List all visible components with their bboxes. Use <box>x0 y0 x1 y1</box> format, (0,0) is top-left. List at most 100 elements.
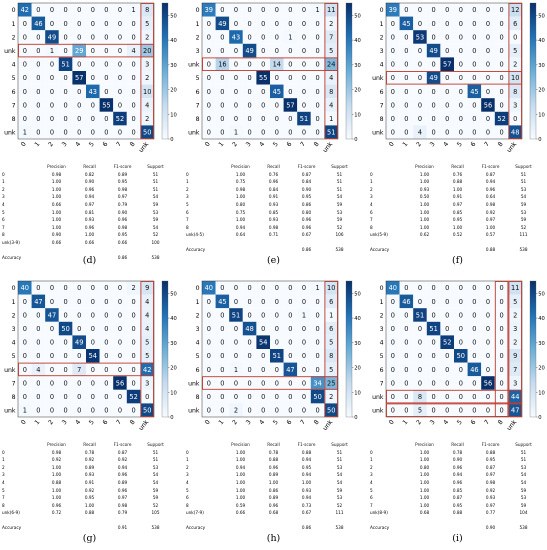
cm-cell <box>86 335 100 349</box>
cm-cell <box>386 98 400 112</box>
cm-cell-value: 0 <box>63 6 67 14</box>
cm-cell-value: 0 <box>131 407 135 415</box>
report-cell: 538 <box>151 524 160 530</box>
cm-cell <box>270 335 284 349</box>
cm-cell-value: 0 <box>36 284 40 292</box>
cm-cell <box>18 111 32 126</box>
cm-cell <box>215 362 230 377</box>
report-row: 3 1.00 0.93 0.96 54 <box>2 471 177 479</box>
cm-cell <box>31 321 46 336</box>
y-tick-label: 5 <box>12 75 16 82</box>
cm-cell-value: 45 <box>470 88 478 96</box>
cm-cell-value: 0 <box>207 298 211 306</box>
cm-cell-value: 0 <box>404 33 408 41</box>
cm-cell <box>454 281 468 295</box>
y-tick-label: 6 <box>380 367 384 374</box>
cm-cell <box>72 389 86 404</box>
x-tick-label: 1 <box>402 419 410 427</box>
report-row: 4 1.00 0.97 0.98 59 <box>370 201 545 209</box>
report-row: 6 1.00 0.85 0.92 53 <box>370 209 545 217</box>
cm-cell-value: 0 <box>275 339 279 347</box>
cm-cell <box>508 71 522 85</box>
report-cell: 0.96 <box>84 186 95 192</box>
report-cell: 0.52 <box>452 232 463 238</box>
cm-cell <box>256 321 270 336</box>
cm-cell <box>229 294 243 309</box>
cm-cell <box>113 98 127 112</box>
report-row: 6 1.00 0.87 0.93 53 <box>370 494 545 502</box>
y-tick-label: 8 <box>196 394 200 401</box>
cm-cell-value: 0 <box>391 33 395 41</box>
cm-cell-value: 0 <box>118 339 122 347</box>
cm-cell-value: 0 <box>247 115 251 123</box>
cm-cell-value: 0 <box>486 74 490 82</box>
report-cell: unk(4-5) <box>186 232 204 238</box>
cm-cell <box>202 294 216 309</box>
cm-cell-value: 0 <box>118 129 122 137</box>
cm-cell <box>58 57 73 71</box>
report-cell: 0.97 <box>485 472 496 478</box>
cm-cell-value: 3 <box>513 101 517 109</box>
cm-cell-value: 0 <box>247 61 251 69</box>
cm-cell-value: 0 <box>220 47 224 55</box>
x-tick-label: 2 <box>47 419 55 427</box>
report-cell: 0.66 <box>235 510 246 516</box>
report-cell: 0.92 <box>117 457 128 463</box>
cm-cell <box>140 308 154 322</box>
cm-cell-value: 56 <box>484 101 492 109</box>
cm-cell <box>270 362 284 377</box>
cm-cell-value: 0 <box>404 325 408 333</box>
cm-cell-value: 0 <box>234 284 238 292</box>
cm-cell <box>508 43 522 58</box>
report-cell: 0.96 <box>268 502 279 508</box>
report-column-header: Precision <box>415 164 434 169</box>
report-cell: 0.98 <box>51 171 62 177</box>
report-column-header: F1-score <box>481 164 500 169</box>
cm-cell-value: 0 <box>486 61 490 69</box>
report-cell: 106 <box>335 232 344 238</box>
report-cell: 1.00 <box>235 457 246 463</box>
cm-cell <box>126 308 141 322</box>
cm-cell <box>310 294 325 309</box>
cm-cell <box>72 281 86 295</box>
report-cell: 51 <box>152 186 159 192</box>
cm-cell <box>297 84 311 99</box>
cm-cell-value: 0 <box>302 6 306 14</box>
cm-cell <box>113 294 127 309</box>
cm-cell-value: 0 <box>36 33 40 41</box>
cm-cell <box>242 403 257 417</box>
x-tick-label: unk <box>138 418 151 432</box>
report-cell: 1.00 <box>51 487 62 493</box>
report-cell: 54 <box>520 194 527 200</box>
report-column-header: Recall <box>267 442 280 447</box>
cm-cell <box>454 376 468 390</box>
report-cell: 0.91 <box>452 194 463 200</box>
cm-cell <box>113 3 127 17</box>
cm-cell <box>440 84 454 99</box>
cm-cell-value: 0 <box>23 88 27 96</box>
report-cell: 7 <box>2 224 5 230</box>
cm-cell <box>99 389 114 404</box>
cm-cell-value: 0 <box>207 129 211 137</box>
colorbar-tick-label: 40 <box>538 38 545 44</box>
report-cell <box>408 246 441 254</box>
cm-cell <box>113 308 127 322</box>
cm-cell <box>413 30 427 44</box>
cm-cell <box>467 362 482 377</box>
cm-cell <box>467 335 482 349</box>
y-tick-label: 7 <box>380 102 384 109</box>
report-cell: 0.90 <box>51 232 62 238</box>
cm-cell-value: 0 <box>91 74 95 82</box>
cm-cell <box>86 362 100 377</box>
panel-caption: (e) <box>266 255 281 266</box>
cm-cell <box>45 362 59 377</box>
cm-cell <box>202 71 216 85</box>
cm-cell-value: 2 <box>145 74 149 82</box>
cm-cell-value: 0 <box>445 47 449 55</box>
cm-cell-value: 0 <box>431 393 435 401</box>
x-tick-label: unk <box>322 418 335 432</box>
report-cell: 8 <box>186 502 189 508</box>
cm-cell <box>229 57 243 71</box>
cm-cell <box>324 98 338 112</box>
unknown-col-highlight <box>324 3 338 139</box>
